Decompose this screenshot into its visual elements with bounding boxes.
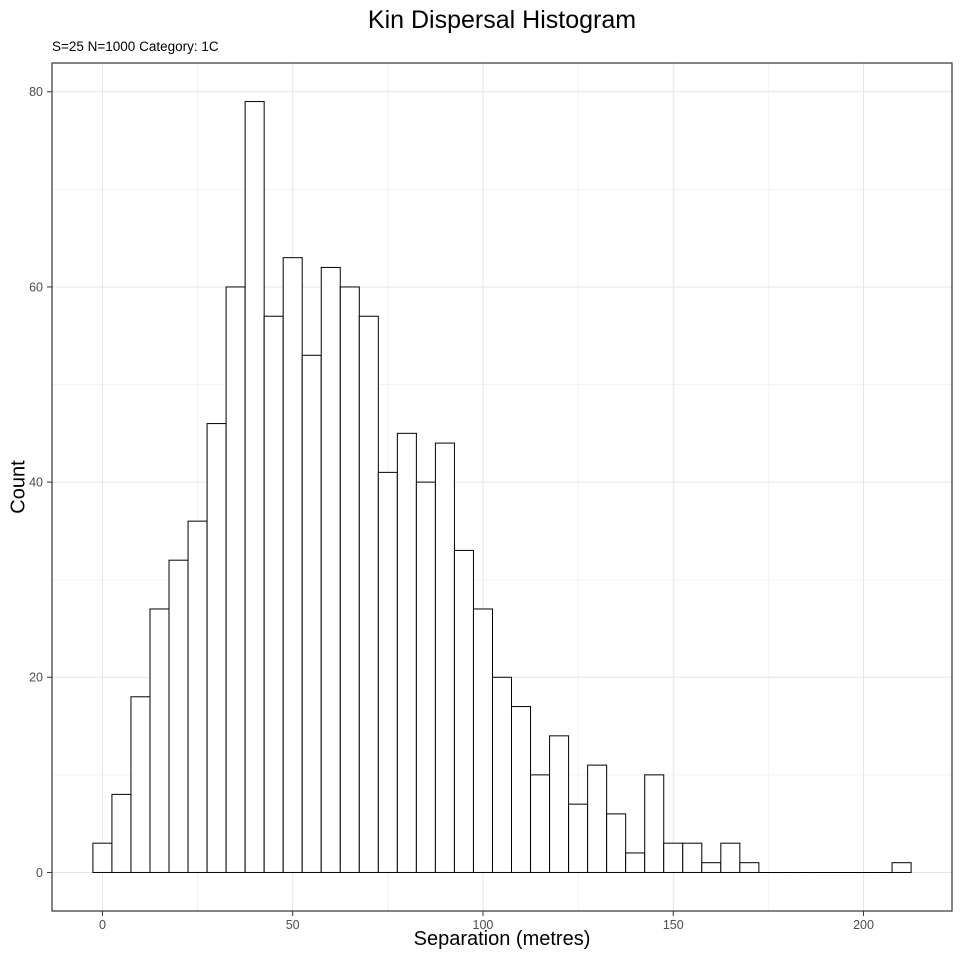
histogram-bar bbox=[168, 559, 189, 873]
histogram-bar bbox=[701, 862, 722, 873]
histogram-bar bbox=[282, 257, 303, 873]
histogram-bar bbox=[511, 706, 532, 873]
histogram-bar bbox=[644, 774, 665, 873]
histogram-bar bbox=[244, 101, 265, 873]
histogram-bar bbox=[187, 520, 208, 873]
histogram-bar bbox=[377, 471, 398, 873]
chart-subtitle: S=25 N=1000 Category: 1C bbox=[52, 39, 219, 54]
histogram-bar bbox=[301, 354, 322, 873]
histogram-bar bbox=[606, 813, 627, 873]
histogram-bar bbox=[530, 774, 551, 873]
histogram-bar bbox=[415, 481, 436, 873]
y-tick-label: 40 bbox=[29, 475, 43, 489]
histogram-bar bbox=[568, 803, 589, 873]
x-tick-label: 0 bbox=[99, 918, 106, 932]
histogram-bar bbox=[587, 764, 608, 873]
histogram-bar bbox=[891, 862, 912, 873]
histogram-bar bbox=[339, 286, 360, 873]
y-tick-label: 0 bbox=[36, 866, 43, 880]
histogram-bar bbox=[92, 842, 113, 873]
histogram-bar bbox=[206, 423, 227, 873]
histogram-bar bbox=[111, 793, 132, 873]
histogram-bar bbox=[149, 608, 170, 873]
histogram-bar bbox=[320, 266, 341, 873]
x-tick-label: 100 bbox=[473, 918, 494, 932]
histogram-bar bbox=[225, 286, 246, 873]
histogram-bar bbox=[491, 676, 513, 873]
x-tick-label: 150 bbox=[663, 918, 684, 932]
histogram-bar bbox=[549, 735, 570, 873]
panel-border bbox=[51, 62, 953, 912]
histogram-bar bbox=[396, 432, 417, 873]
y-tick-label: 80 bbox=[29, 85, 43, 99]
y-axis-title: Count bbox=[7, 460, 30, 514]
y-tick-label: 20 bbox=[29, 671, 43, 685]
histogram-bar bbox=[434, 442, 455, 873]
histogram-bar bbox=[720, 842, 741, 873]
histogram-bar bbox=[472, 608, 493, 873]
histogram-bar bbox=[358, 315, 379, 873]
histogram-bar bbox=[682, 842, 703, 873]
histogram-bar bbox=[130, 696, 151, 873]
histogram-bar bbox=[263, 315, 284, 873]
x-tick-label: 200 bbox=[853, 918, 874, 932]
histogram-bar bbox=[625, 852, 646, 873]
chart-title: Kin Dispersal Histogram bbox=[367, 6, 637, 34]
x-tick-label: 50 bbox=[286, 918, 300, 932]
histogram-bar bbox=[663, 842, 684, 873]
histogram-bar bbox=[739, 862, 760, 873]
y-tick-label: 60 bbox=[29, 280, 43, 294]
histogram-bar bbox=[453, 549, 474, 873]
x-axis-title: Separation (metres) bbox=[413, 928, 591, 950]
